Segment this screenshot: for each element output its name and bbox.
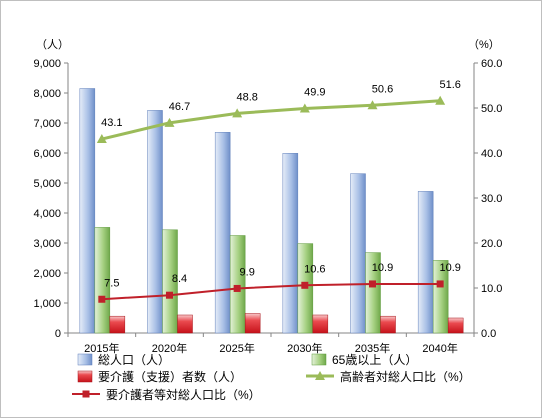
left-tick-label: 6,000 [33,148,61,160]
legend-item-2: 65歳以上（人） [311,353,417,367]
bar-series-2 [365,252,381,334]
line-1-marker [299,103,310,113]
legend-marker [315,371,325,380]
left-tick-label: 9,000 [33,58,61,70]
legend-label: 要介護者等対総人口比（%） [106,387,261,402]
bar-series-1 [282,153,299,334]
left-tick-label: 5,000 [33,178,61,190]
bar-series-3 [447,317,464,334]
bar-series-2 [229,235,246,334]
line-series-2 [101,282,441,301]
legend-item-5: 要介護者等対総人口比（%） [72,387,261,402]
line-2-marker [301,281,309,289]
line-1-marker [232,108,243,118]
bar-series-1 [79,88,96,334]
legend-item-4: 高齢者対総人口比（%） [306,369,471,384]
data-label-series-1: 49.9 [304,86,325,98]
axes: 0 1,000 2,000 3,000 4,000 5,000 6,000 7,000 8,00… [33,58,502,355]
line-1-marker [435,95,446,105]
legend-marker [82,390,90,398]
right-tick-label: 50.0 [481,103,502,115]
data-label-series-2: 10.9 [439,262,460,274]
line-1-marker [367,100,378,110]
x-tick-label: 2030年 [287,341,322,355]
bar-series-3 [312,314,329,334]
data-labels: 43.1 46.7 48.8 49.9 50.6 51.6 7.5 8.4 9.9 10.6 10.… [101,79,461,289]
line-series-1 [101,99,441,141]
x-tick-label: 2040年 [422,341,457,355]
left-axis-unit: （人） [36,38,69,51]
data-label-series-1: 50.6 [372,83,393,95]
left-tick-label: 1,000 [33,298,61,310]
legend-label: 高齢者対総人口比（%） [340,369,471,384]
line-2-marker [166,291,173,299]
legend-swatch [77,353,93,366]
left-tick-label: 8,000 [33,88,61,100]
x-tick-label: 2025年 [219,341,254,355]
data-label-series-1: 51.6 [439,79,460,91]
legend-label: 65歳以上（人） [332,353,417,367]
data-label-series-2: 10.9 [372,262,393,274]
left-tick-label: 0 [55,328,61,340]
line-2-marker [98,295,106,303]
left-tick-label: 3,000 [33,238,61,250]
line-1-marker [164,117,175,127]
left-tick-label: 7,000 [33,118,61,130]
right-tick-label: 40.0 [481,148,502,160]
legend-item-3: 要介護（支援）者数（人） [77,369,242,384]
bar-series-2 [162,229,178,334]
data-label-series-1: 43.1 [101,117,122,129]
line-2-marker [436,280,444,288]
right-tick-label: 60.0 [481,58,502,70]
data-label-series-2: 10.6 [304,263,325,275]
right-tick-label: 10.0 [481,283,502,295]
legend: 総人口（人） 65歳以上（人） 要介護（支援）者数（人） 高齢者対総人口比（%） 要介護… [72,353,471,402]
bar-series-1 [214,132,231,334]
legend-label: 総人口（人） [98,353,170,367]
x-tick-label: 2035年 [355,341,390,355]
right-tick-label: 0.0 [481,328,496,340]
right-tick-label: 20.0 [481,238,502,250]
lines [96,95,446,303]
legend-swatch [77,370,93,383]
bars [79,88,464,334]
legend-label: 要介護（支援）者数（人） [98,369,242,384]
bar-series-3 [177,314,193,334]
data-label-series-2: 7.5 [104,277,119,289]
bar-series-1 [147,110,163,334]
bar-series-1 [350,173,366,334]
x-tick-label: 2020年 [152,341,187,355]
data-label-series-2: 8.4 [172,273,187,285]
line-2-marker [233,284,241,292]
bar-series-2 [432,260,449,334]
bar-series-3 [109,315,126,334]
line-1-marker [96,134,107,144]
bar-series-3 [244,313,261,334]
bar-series-2 [94,227,111,334]
x-tick-label: 2015年 [84,341,119,355]
legend-swatch [311,353,327,366]
left-tick-label: 2,000 [33,268,61,280]
data-label-series-1: 48.8 [236,91,257,103]
right-tick-label: 30.0 [481,193,502,205]
bar-series-3 [380,315,396,334]
left-tick-label: 4,000 [33,208,61,220]
data-label-series-2: 9.9 [240,266,255,278]
bar-series-1 [417,191,434,334]
data-label-series-1: 46.7 [169,101,190,113]
legend-item-1: 総人口（人） [77,353,170,367]
line-2-marker [369,280,376,288]
right-axis-unit: （%） [468,38,500,51]
